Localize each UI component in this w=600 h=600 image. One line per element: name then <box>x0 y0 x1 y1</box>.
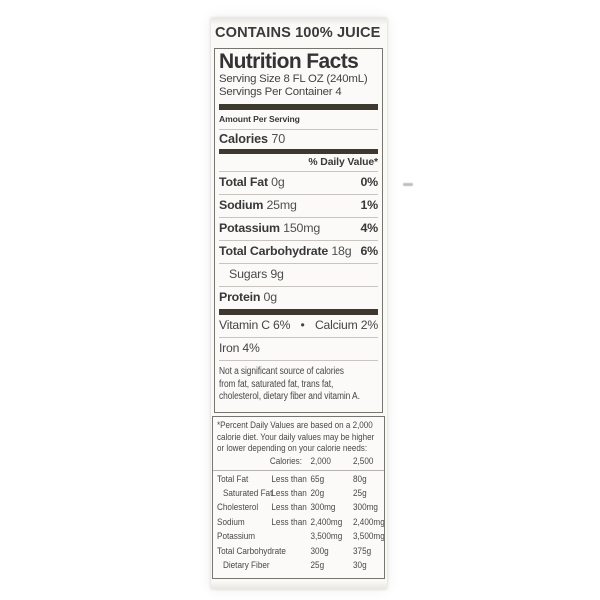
footnote-row-potassium: Potassium 3,500mg 3,500mg <box>217 531 385 543</box>
nutrient-dv: 6% <box>360 244 378 258</box>
col-2000-header: 2,000 <box>310 456 331 468</box>
iron-row: Iron 4% <box>219 338 378 361</box>
daily-value-header: % Daily Value* <box>219 154 378 172</box>
separator-bar <box>219 149 378 154</box>
calcium-value: Calcium 2% <box>314 318 378 332</box>
nutrient-row-total-fat: Total Fat 0g 0% <box>219 172 378 195</box>
footnote-row-saturated-fat: Saturated Fat Less than 20g 25g <box>222 488 367 500</box>
nutrient-amount: 0g <box>271 175 285 189</box>
nutrient-row-potassium: Potassium 150mg 4% <box>219 218 378 241</box>
nutrition-facts-title: Nutrition Facts <box>219 50 359 73</box>
crease-mark <box>403 183 413 186</box>
nutrient-row-total-carbohydrate: Total Carbohydrate 18g 6% <box>219 241 378 264</box>
nutrient-name: Potassium <box>219 221 280 235</box>
note-line: Not a significant source of calories <box>219 366 344 377</box>
serving-size: Serving Size 8 FL OZ (240mL) <box>219 73 368 85</box>
footnote-box: *Percent Daily Values are based on a 2,0… <box>212 416 385 579</box>
nutrient-name: Total Fat <box>219 175 268 189</box>
footnote-row-cholesterol: Cholesterol Less than 300mg 300mg <box>217 502 378 514</box>
contains-juice-claim: CONTAINS 100% JUICE <box>215 25 381 41</box>
nutrient-name: Total Carbohydrate <box>219 244 329 258</box>
nutrient-dv: 4% <box>360 221 378 235</box>
nutrient-row-sodium: Sodium 25mg 1% <box>219 195 378 218</box>
separator-bar <box>219 104 378 110</box>
nutrient-row-sugars: Sugars 9g <box>219 264 378 287</box>
footnote-table-header: Calories: 2,000 2,500 <box>217 455 377 469</box>
footnote-line: calorie diet. Your daily values may be h… <box>217 431 375 443</box>
note-line: cholesterol, dietary fiber and vitamin A… <box>219 391 360 403</box>
col-2500-header: 2,500 <box>353 456 374 468</box>
vitamin-c-value: Vitamin C 6% <box>219 318 291 332</box>
nutrient-name: Sugars <box>229 267 268 281</box>
footnote-line: or lower depending on your calorie needs… <box>217 443 368 455</box>
insignificant-source-note: Not a significant source of calories fro… <box>219 361 378 404</box>
nutrient-amount: 150mg <box>283 221 321 235</box>
nutrient-amount: 0g <box>263 290 278 304</box>
calories-value: 70 <box>271 132 286 146</box>
vitamins-row: Vitamin C 6% • Calcium 2% <box>219 315 378 338</box>
nutrient-row-protein: Protein 0g <box>219 287 378 309</box>
servings-per-container: Servings Per Container 4 <box>219 86 342 98</box>
nutrient-dv: 0% <box>360 175 378 189</box>
footnote-row-total-fat: Total Fat Less than 65g 80g <box>217 473 367 485</box>
separator-bar <box>219 309 378 315</box>
nutrient-name: Protein <box>219 290 261 304</box>
nutrition-facts-box: Nutrition Facts Serving Size 8 FL OZ (24… <box>214 48 383 413</box>
amount-per-serving-label: Amount Per Serving <box>219 110 378 130</box>
footnote-line: *Percent Daily Values are based on a 2,0… <box>217 420 373 431</box>
footnote-row-total-carbohydrate: Total Carbohydrate 300g 375g <box>217 545 372 557</box>
nutrient-name: Sodium <box>219 198 264 212</box>
footnote-row-dietary-fiber: Dietary Fiber 25g 30g <box>222 560 367 572</box>
nutrient-amount: 18g <box>331 244 352 258</box>
iron-value: Iron 4% <box>219 341 260 355</box>
footnote-header-rule <box>213 469 384 471</box>
calories-label: Calories <box>219 132 268 146</box>
nutrient-amount: 9g <box>270 267 284 281</box>
note-line: from fat, saturated fat, trans fat, <box>219 378 334 390</box>
bullet-separator: • <box>300 318 305 332</box>
calories-row: Calories 70 <box>219 130 378 149</box>
calories-header: Calories: <box>269 456 302 468</box>
nutrient-dv: 1% <box>360 198 378 212</box>
nutrient-amount: 25mg <box>266 198 297 212</box>
footnote-intro: *Percent Daily Values are based on a 2,0… <box>217 420 384 455</box>
carton-panel: CONTAINS 100% JUICE Nutrition Facts Serv… <box>211 18 387 589</box>
footnote-row-sodium: Sodium Less than 2,400mg 2,400mg <box>217 516 385 528</box>
